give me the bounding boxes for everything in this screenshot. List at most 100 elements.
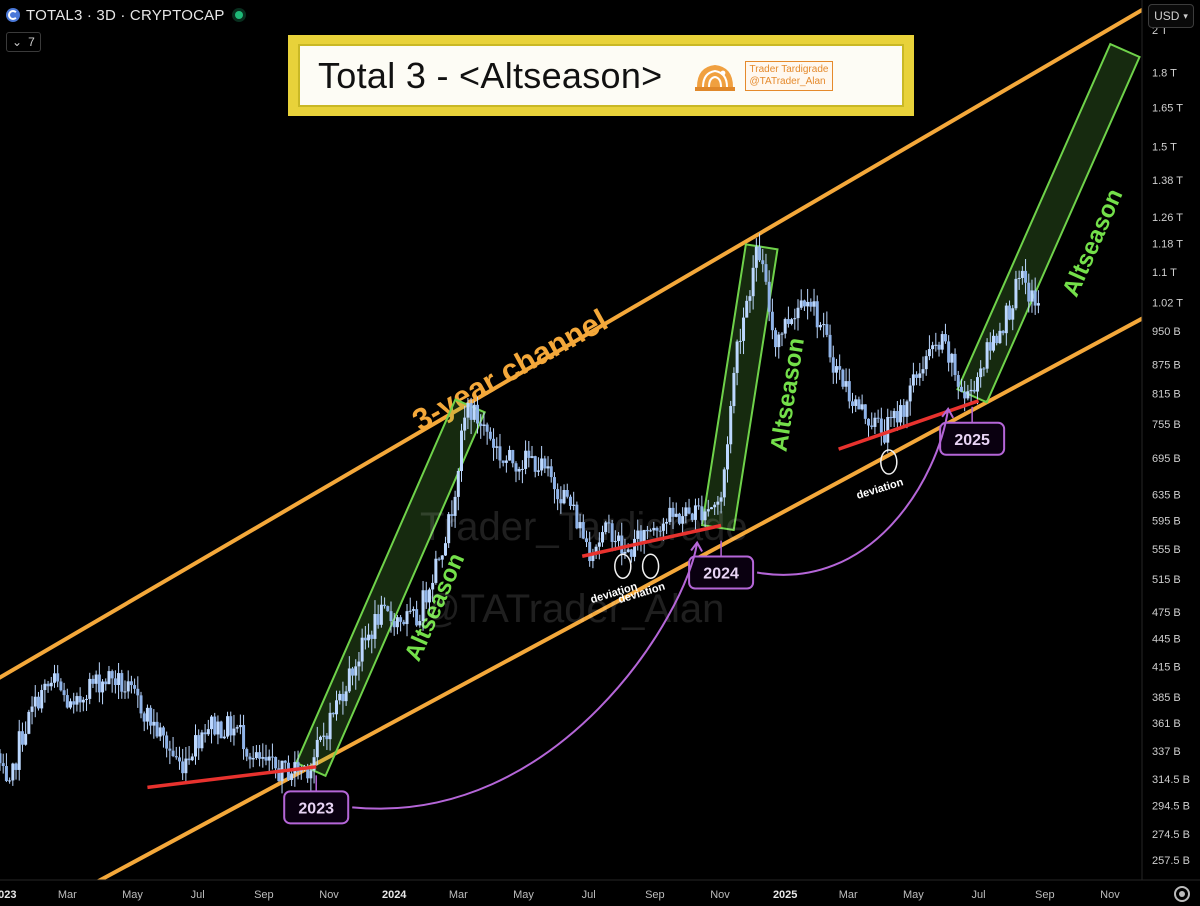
time-tick-label: Nov <box>319 889 339 901</box>
candle-body <box>504 460 508 463</box>
candle-body <box>171 750 175 757</box>
candle-body <box>700 506 704 521</box>
candle-body <box>937 344 941 350</box>
candle-body <box>456 470 460 497</box>
candle-body <box>165 735 169 749</box>
candle-body <box>1004 305 1008 334</box>
candle-body <box>139 695 143 714</box>
chart-title: Total 3 - <Altseason> <box>318 54 663 96</box>
candle-body <box>870 425 874 427</box>
candle-body <box>934 344 938 346</box>
candle-body <box>482 424 486 426</box>
candle-body <box>565 490 569 497</box>
candle-body <box>549 466 553 478</box>
candle-body <box>629 549 633 557</box>
candle-body <box>719 497 723 502</box>
year-marker-box <box>283 790 350 825</box>
time-axis-panel[interactable] <box>0 880 1200 906</box>
price-tick-label: 294.5 B <box>1152 800 1190 812</box>
candle-body <box>831 357 835 373</box>
candle-body <box>915 374 919 378</box>
candle-body <box>463 417 467 431</box>
candle-body <box>91 678 95 684</box>
candle-body <box>623 551 627 554</box>
time-tick-label: Mar <box>839 889 858 901</box>
deviation-marker-icon <box>641 553 660 579</box>
candle-body <box>290 773 294 780</box>
candle-body <box>222 736 226 739</box>
candle-body <box>363 637 367 641</box>
candle-body <box>636 530 640 539</box>
candle-body <box>735 341 739 373</box>
indicators-toggle[interactable]: ⌄ 7 <box>6 32 41 52</box>
candle-body <box>697 505 701 507</box>
candle-body <box>620 535 624 554</box>
candle-body <box>652 527 656 531</box>
chevron-down-icon: ▾ <box>1183 10 1188 21</box>
candle-body <box>242 725 246 750</box>
candle-body <box>216 721 220 735</box>
title-banner: Total 3 - <Altseason> Trader Tardigrade … <box>288 35 914 116</box>
candle-body <box>318 736 322 740</box>
candle-body <box>661 523 665 531</box>
year-marker-label: 2023 <box>298 800 334 817</box>
candle-body <box>508 450 512 461</box>
candle-body <box>834 366 838 373</box>
candle-body <box>841 369 845 387</box>
candle-body <box>197 735 201 749</box>
candle-body <box>732 372 736 407</box>
candle-body <box>376 614 380 625</box>
candle-body <box>1024 270 1028 283</box>
candle-body <box>8 780 12 782</box>
candle-body <box>424 590 428 603</box>
price-axis-panel[interactable] <box>1142 0 1200 906</box>
price-tick-label: 314.5 B <box>1152 774 1190 786</box>
candle-body <box>966 391 970 399</box>
candle-body <box>264 757 268 761</box>
symbol-header[interactable]: TOTAL3 · 3D · CRYPTOCAP <box>6 5 243 25</box>
candle-body <box>17 731 21 770</box>
candle-body <box>790 319 794 324</box>
settings-gear-icon[interactable] <box>1174 886 1190 902</box>
candle-body <box>947 341 951 363</box>
candle-body <box>347 668 351 692</box>
candle-body <box>200 732 204 749</box>
candle-body <box>1001 330 1005 334</box>
candle-body <box>1011 308 1015 320</box>
candle-body <box>258 752 262 759</box>
candle-body <box>963 391 967 399</box>
altseason-zone <box>700 243 779 532</box>
candle-body <box>161 727 165 736</box>
candle-body <box>1030 290 1034 302</box>
candle-body <box>633 538 637 557</box>
candle-body <box>145 707 149 722</box>
support-line <box>147 765 317 790</box>
candle-body <box>306 766 310 779</box>
candle-body <box>860 404 864 410</box>
year-marker-label: 2024 <box>703 566 739 583</box>
candle-body <box>886 416 890 443</box>
candle-body <box>479 423 483 426</box>
candle-body <box>992 335 996 351</box>
price-tick-label: 515 B <box>1152 574 1181 586</box>
time-tick-label: 2023 <box>0 889 17 901</box>
candle-body <box>927 349 931 357</box>
candle-body <box>530 456 534 458</box>
candle-body <box>850 401 854 406</box>
candle-body <box>1020 270 1024 278</box>
candle-body <box>956 375 960 387</box>
candle-body <box>338 693 342 701</box>
currency-select[interactable]: USD ▾ <box>1148 4 1194 28</box>
candle-body <box>985 342 989 369</box>
candle-body <box>1027 282 1031 302</box>
candle-body <box>687 507 691 514</box>
candle-body <box>572 504 576 506</box>
candle-body <box>918 373 922 378</box>
candle-body <box>75 696 79 705</box>
price-tick-label: 595 B <box>1152 516 1181 528</box>
candle-body <box>626 549 630 552</box>
price-tick-label: 1.26 T <box>1152 212 1183 224</box>
candle-body <box>59 681 63 691</box>
candle-body <box>14 763 18 770</box>
